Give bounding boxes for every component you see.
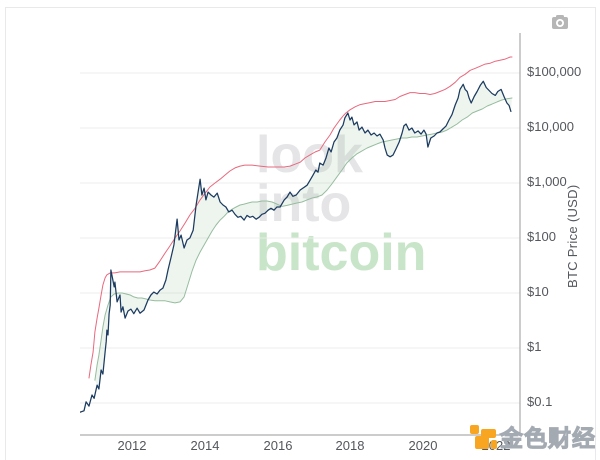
chart-card (5, 7, 596, 460)
jinse-finance-logo: 金色财经 (468, 424, 596, 452)
y-axis-title: BTC Price (USD) (565, 184, 580, 288)
band-fill-area (94, 81, 513, 390)
btc-price-line (80, 80, 512, 413)
screenshot-camera-button[interactable] (548, 13, 572, 33)
watermark-line-2: into (256, 175, 352, 233)
watermark-line-3: bitcoin (256, 224, 427, 282)
y-tick-label: $10,000 (527, 119, 574, 134)
x-tick-label: 2012 (117, 438, 147, 453)
x-tick-label: 2014 (190, 438, 220, 453)
y-tick-label: $100 (527, 229, 556, 244)
x-tick-label: 2016 (263, 438, 293, 453)
y-tick-label: $0.1 (527, 394, 553, 409)
jinse-finance-logo-icon (468, 424, 498, 452)
x-tick-label: 2018 (335, 438, 365, 453)
y-tick-label: $1,000 (527, 174, 567, 189)
y-tick-label: $100,000 (527, 64, 582, 79)
lower-band-line (94, 97, 513, 381)
y-tick-label: $1 (527, 339, 542, 354)
y-tick-label: $10 (527, 284, 549, 299)
x-tick-label: 2020 (408, 438, 438, 453)
upper-band-line (88, 56, 513, 379)
camera-icon (552, 15, 568, 29)
jinse-finance-logo-text: 金色财经 (500, 425, 596, 452)
